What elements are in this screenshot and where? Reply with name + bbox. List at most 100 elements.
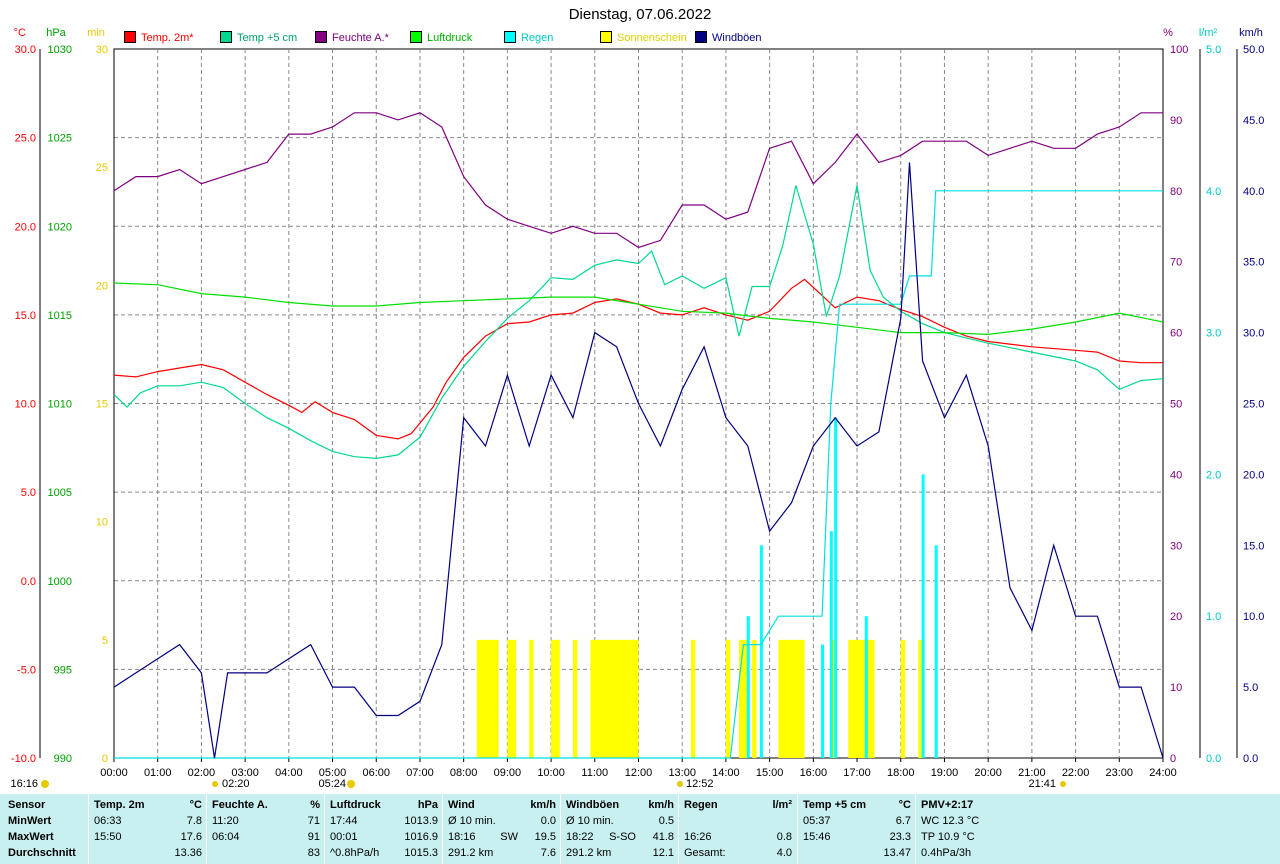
legend-item: Temp +5 cm [220, 31, 297, 45]
legend-label: Regen [521, 32, 554, 44]
temp-tick-label: 15.0 [15, 310, 36, 322]
stats-cell-time: 15:46 [803, 831, 831, 843]
rain-spike [834, 417, 838, 758]
chart-title: Dienstag, 07.06.2022 [568, 6, 712, 23]
legend-swatch [315, 31, 327, 43]
legend-swatch [124, 31, 136, 43]
sun-tick-label: 30 [96, 44, 108, 56]
time-tick-label: 22:00 [1062, 767, 1090, 779]
temp-tick-label: 5.0 [21, 487, 36, 499]
stats-cell-value: 1013.9 [404, 815, 438, 827]
noon-icon [677, 781, 683, 787]
stats-cell-value: 7.8 [186, 815, 202, 827]
sun-bar [529, 639, 534, 758]
legend-swatch [504, 31, 516, 43]
stats-cell-time: ^0.8hPa/h [330, 847, 380, 859]
time-tick-label: 14:00 [712, 767, 740, 779]
stats-cell-value: 91 [307, 831, 320, 843]
stats-header: Regen [684, 799, 718, 811]
time-tick-label: 16:00 [800, 767, 828, 779]
stats-column-divider [915, 794, 916, 864]
stats-column-divider [442, 794, 443, 864]
rain-spike [921, 474, 925, 758]
time-tick-label: 20:00 [974, 767, 1002, 779]
stats-unit: hPa [417, 799, 438, 811]
legend-label: Temp. 2m* [141, 32, 194, 44]
stats-column-divider [324, 794, 325, 864]
time-tick-label: 05:00 [319, 767, 347, 779]
rain-tick-label: 3.0 [1206, 328, 1221, 340]
stats-header: Luftdruck [330, 799, 381, 811]
sun-tick-label: 0 [102, 753, 108, 765]
stats-unit: l/m² [772, 799, 792, 811]
legend-item: Sonnenschein [600, 31, 687, 45]
sun-bar [778, 639, 805, 758]
wind-tick-label: 50.0 [1243, 44, 1264, 56]
humidity-tick-label: 90 [1170, 115, 1182, 127]
legend-label: Temp +5 cm [237, 32, 298, 44]
legend-label: Luftdruck [427, 32, 473, 44]
stats-unit: °C [898, 799, 911, 811]
wind-tick-label: 35.0 [1243, 257, 1264, 269]
wind-tick-label: 45.0 [1243, 115, 1264, 127]
rain-tick-label: 0.0 [1206, 753, 1221, 765]
time-tick-label: 17:00 [843, 767, 871, 779]
time-tick-label: 23:00 [1106, 767, 1134, 779]
wind-tick-label: 30.0 [1243, 328, 1264, 340]
legend-label: Feuchte A.* [332, 32, 389, 44]
series-windb-en [113, 162, 1164, 759]
stats-unit: °C [189, 799, 202, 811]
stats-unit: km/h [530, 799, 556, 811]
stats-row-label: MinWert [8, 815, 52, 827]
time-tick-label: 04:00 [275, 767, 303, 779]
wind-tick-label: 25.0 [1243, 399, 1264, 411]
series-temp-5-cm [113, 185, 1164, 460]
sun-bar [830, 639, 836, 758]
stats-cell-value: 19.5 [534, 831, 556, 843]
wind-tick-label: 0.0 [1243, 753, 1258, 765]
humidity-tick-label: 60 [1170, 328, 1182, 340]
temp-tick-label: -10.0 [11, 753, 36, 765]
stats-cell-value: 0.8 [776, 831, 792, 843]
sun-tick-label: 10 [96, 517, 108, 529]
time-tick-label: 24:00 [1149, 767, 1177, 779]
rain-spike [829, 531, 833, 758]
humidity-axis-unit: % [1163, 27, 1173, 39]
stats-cell-time: Gesamt: [684, 847, 726, 859]
rain-tick-label: 2.0 [1206, 469, 1221, 481]
wind-tick-label: 10.0 [1243, 611, 1264, 623]
stats-cell-time: 291.2 km [566, 847, 612, 859]
stats-column-divider [797, 794, 798, 864]
sun-axis-unit: min [87, 27, 105, 39]
stats-cell-time: 18:16 [448, 831, 476, 843]
time-tick-label: 15:00 [756, 767, 784, 779]
rain-spike [864, 616, 868, 758]
stats-column-divider [560, 794, 561, 864]
pressure-tick-label: 990 [54, 753, 72, 765]
time-tick-label: 18:00 [887, 767, 915, 779]
time-tick-label: 11:00 [581, 767, 608, 779]
stats-cell-value: 4.0 [776, 847, 792, 859]
legend-label: Windböen [712, 32, 762, 44]
sun-tick-label: 20 [96, 280, 108, 292]
wind-axis-unit: km/h [1239, 27, 1263, 39]
legend-item: Feuchte A.* [315, 31, 389, 45]
wind-tick-label: 40.0 [1243, 186, 1264, 198]
rain-axis-unit: l/m² [1199, 27, 1218, 39]
pressure-tick-label: 1000 [48, 576, 72, 588]
time-tick-label: 06:00 [362, 767, 390, 779]
pressure-tick-label: 995 [54, 664, 72, 676]
dawn-icon [347, 780, 355, 788]
humidity-tick-label: 80 [1170, 186, 1182, 198]
legend-item: Temp. 2m* [124, 31, 194, 45]
stats-cell-time: WC 12.3 °C [921, 815, 980, 827]
legend-swatch [410, 31, 422, 43]
stats-cell-value: 12.1 [652, 847, 674, 859]
stats-column-divider [88, 794, 89, 864]
pressure-tick-label: 1015 [48, 310, 72, 322]
stats-row-label: Durchschnitt [8, 847, 76, 859]
stats-cell-time: 18:22 [566, 831, 594, 843]
stats-header: Windböen [566, 799, 620, 811]
rain-tick-label: 4.0 [1206, 186, 1221, 198]
stats-header: Feuchte A. [212, 799, 268, 811]
